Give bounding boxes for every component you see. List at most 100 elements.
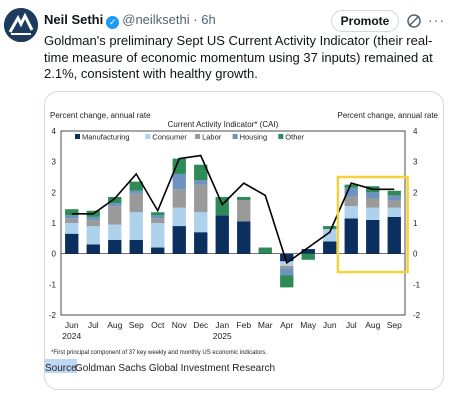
slash-icon[interactable] bbox=[406, 13, 422, 29]
bar-segment-labor bbox=[172, 189, 186, 208]
x-tick-label: Aug bbox=[365, 320, 380, 330]
x-tick-label: Nov bbox=[172, 320, 188, 330]
bar-segment-other bbox=[301, 253, 315, 260]
bar-segment-housing bbox=[86, 216, 100, 220]
bar-segment-consumer bbox=[194, 212, 208, 233]
bar-segment-manufacturing bbox=[151, 247, 165, 254]
bar-segment-other bbox=[387, 190, 401, 196]
bar-segment-housing bbox=[280, 269, 294, 276]
bar-segment-consumer bbox=[366, 207, 380, 220]
highlight-group bbox=[336, 175, 409, 274]
left-tick-label: -1 bbox=[49, 280, 57, 289]
bar-segment-other bbox=[258, 247, 272, 254]
bar-segment-manufacturing bbox=[65, 233, 79, 254]
bar-segment-manufacturing bbox=[86, 244, 100, 254]
bar-segment-manufacturing bbox=[344, 218, 358, 254]
bar-segment-other bbox=[151, 212, 165, 216]
right-tick-label: 4 bbox=[413, 127, 418, 136]
x-tick-label: Aug bbox=[107, 320, 122, 330]
legend-label-consumer: Consumer bbox=[152, 133, 187, 142]
chart-legend: Manufacturing Consumer Labor Housing Other bbox=[75, 133, 305, 142]
tweet-time[interactable]: 6h bbox=[201, 12, 216, 27]
cai-line bbox=[71, 154, 395, 265]
bar-segment-manufacturing bbox=[108, 239, 122, 254]
bar-segment-housing bbox=[129, 190, 143, 194]
author-handle[interactable]: @neilksethi bbox=[122, 12, 190, 27]
cai-chart: Percent change, annual rate Percent chan… bbox=[45, 111, 439, 374]
bar-segment-housing bbox=[194, 180, 208, 185]
x-tick-label: May bbox=[300, 320, 317, 330]
x-tick-label: Sep bbox=[129, 320, 144, 330]
source-label: Source: bbox=[45, 363, 79, 374]
bar-segment-manufacturing bbox=[323, 241, 337, 254]
source-text: Goldman Sachs Global Investment Research bbox=[75, 363, 275, 374]
bar-segment-housing bbox=[366, 192, 380, 199]
chart-card[interactable]: Percent change, annual rate Percent chan… bbox=[44, 91, 444, 390]
bar-segment-labor bbox=[366, 198, 380, 208]
left-tick-label: 1 bbox=[52, 219, 57, 228]
bar-segment-manufacturing bbox=[301, 249, 315, 254]
left-tick-label: 0 bbox=[52, 250, 57, 259]
x-tick-label: Oct bbox=[151, 320, 165, 330]
legend-swatch-other bbox=[278, 134, 284, 139]
bar-segment-consumer bbox=[323, 229, 337, 242]
x-tick-label: Jun bbox=[323, 320, 337, 330]
bar-segment-manufacturing bbox=[387, 216, 401, 254]
bar-segment-labor bbox=[237, 200, 251, 222]
bar-segment-housing bbox=[151, 215, 165, 219]
right-tick-label: 2 bbox=[413, 188, 418, 197]
bar-segment-manufacturing bbox=[366, 219, 380, 254]
legend-label-manufacturing: Manufacturing bbox=[82, 133, 130, 142]
bar-segment-other bbox=[280, 275, 294, 288]
bar-segment-consumer bbox=[65, 223, 79, 234]
right-axis-label: Percent change, annual rate bbox=[337, 111, 438, 120]
legend-swatch-manufacturing bbox=[75, 134, 80, 139]
right-tick-label: 1 bbox=[413, 219, 418, 228]
bar-segment-labor bbox=[108, 206, 122, 225]
right-tick-label: 0 bbox=[413, 250, 418, 259]
bar-segment-manufacturing bbox=[194, 232, 208, 254]
right-tick-label: -1 bbox=[413, 280, 421, 289]
avatar-logo-icon bbox=[4, 8, 38, 42]
bar-segment-consumer bbox=[172, 207, 186, 227]
bar-segment-other bbox=[172, 158, 186, 174]
bar-segment-consumer bbox=[344, 206, 358, 219]
axis-labels: 4 4 3 3 2 2 1 1 0 0 -1 -1 -2 -2 Jun Jul Aug Sep Oct Nov Dec J… bbox=[49, 127, 421, 341]
bar-segment-manufacturing bbox=[280, 253, 294, 262]
bar-segment-manufacturing bbox=[172, 226, 186, 254]
bar-segment-labor bbox=[65, 218, 79, 223]
bar-segment-manufacturing bbox=[237, 221, 251, 254]
bar-segment-consumer bbox=[129, 212, 143, 240]
x-tick-label: Jan bbox=[215, 320, 229, 330]
cai-line-group bbox=[71, 154, 395, 265]
bar-segment-labor bbox=[194, 184, 208, 213]
year-label: 2024 bbox=[62, 331, 81, 341]
right-tick-label: 3 bbox=[413, 158, 418, 167]
bar-segment-other bbox=[344, 184, 358, 188]
legend-swatch-housing bbox=[232, 134, 238, 139]
bar-segment-other bbox=[194, 164, 208, 181]
legend-swatch-labor bbox=[195, 134, 201, 139]
x-tick-label: Feb bbox=[236, 320, 251, 330]
highlight-box bbox=[336, 175, 409, 274]
bar-segment-housing bbox=[65, 215, 79, 219]
x-tick-label: Dec bbox=[193, 320, 209, 330]
right-tick-label: -2 bbox=[413, 311, 421, 320]
bar-segment-consumer bbox=[387, 207, 401, 217]
legend-label-housing: Housing bbox=[240, 133, 268, 142]
promote-button[interactable]: Promote bbox=[331, 10, 399, 32]
legend-swatch-consumer bbox=[145, 134, 151, 139]
bar-segment-other bbox=[108, 196, 122, 204]
bar-segment-labor bbox=[280, 265, 294, 269]
left-axis-label: Percent change, annual rate bbox=[50, 111, 151, 120]
bar-segment-housing bbox=[344, 187, 358, 197]
bar-segment-consumer bbox=[86, 226, 100, 245]
bar-segment-other bbox=[323, 226, 337, 230]
legend-label-other: Other bbox=[285, 133, 304, 142]
author-name[interactable]: Neil Sethi bbox=[44, 12, 104, 27]
legend-label-labor: Labor bbox=[202, 133, 222, 142]
tweet-header: Neil Sethi ✓ @neilksethi · 6h bbox=[44, 12, 216, 29]
x-tick-label: Jun bbox=[65, 320, 79, 330]
author-avatar[interactable] bbox=[4, 8, 38, 42]
more-icon[interactable]: ··· bbox=[428, 12, 445, 28]
